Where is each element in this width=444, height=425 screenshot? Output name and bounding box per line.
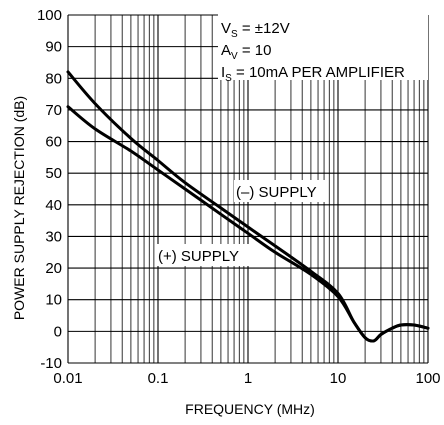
pos-supply-label-bg [156, 244, 250, 266]
series-pos-supply-line [66, 105, 430, 343]
y-tick-label: 70 [45, 102, 62, 119]
series-pos-supply-label: (+) SUPPLY [158, 248, 239, 265]
y-tick-label: 60 [45, 134, 62, 151]
x-tick-label: 10 [330, 370, 347, 387]
y-tick-label: 10 [45, 292, 62, 309]
is-condition: IS = 10mA PER AMPLIFIER [221, 64, 405, 84]
tick-labels: -10 0 10 20 30 40 50 60 70 80 90 100 0.01 0.1 1 10 100 [37, 7, 441, 387]
y-tick-label: 80 [45, 70, 62, 87]
vs-condition: VS = ±12V [221, 20, 290, 40]
y-axis-title: POWER SUPPLY REJECTION (dB) [11, 96, 27, 320]
x-tick-label: 1 [244, 370, 252, 387]
x-tick-label: 0.01 [53, 370, 82, 387]
y-tick-label: 40 [45, 197, 62, 214]
y-tick-label: 0 [54, 323, 62, 340]
y-tick-label: 90 [45, 39, 62, 56]
av-condition: AV = 10 [221, 42, 271, 62]
x-axis-title: FREQUENCY (MHz) [185, 401, 315, 417]
conditions-box [218, 14, 428, 80]
neg-supply-label-bg [234, 180, 328, 202]
y-tick-label: 50 [45, 165, 62, 182]
x-tick-label: 0.1 [148, 370, 169, 387]
x-tick-label: 100 [415, 370, 440, 387]
y-tick-label: 20 [45, 260, 62, 277]
series-neg-supply-label: (–) SUPPLY [236, 184, 317, 201]
chart-grid [67, 14, 429, 364]
y-tick-label: 100 [37, 7, 62, 24]
y-tick-label: 30 [45, 228, 62, 245]
y-tick-label: -10 [40, 355, 62, 372]
